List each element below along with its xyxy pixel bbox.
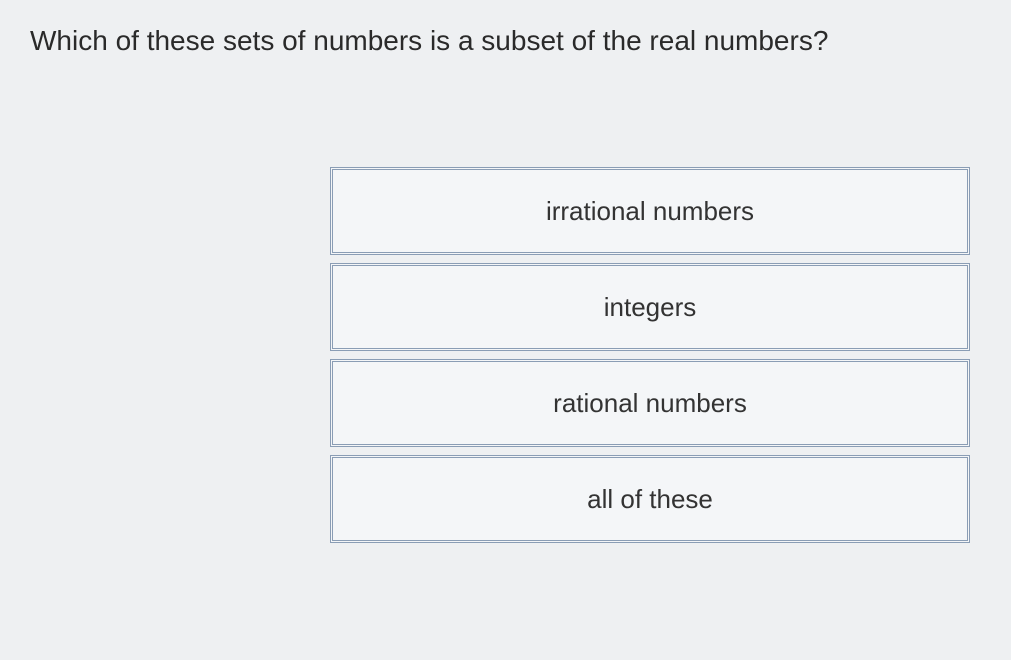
option-label: irrational numbers [546, 196, 754, 227]
options-container: irrational numbers integers rational num… [330, 167, 970, 543]
option-all-of-these[interactable]: all of these [330, 455, 970, 543]
option-label: all of these [587, 484, 713, 515]
option-label: integers [604, 292, 697, 323]
option-integers[interactable]: integers [330, 263, 970, 351]
question-text: Which of these sets of numbers is a subs… [30, 25, 981, 57]
option-rational-numbers[interactable]: rational numbers [330, 359, 970, 447]
option-irrational-numbers[interactable]: irrational numbers [330, 167, 970, 255]
option-label: rational numbers [553, 388, 747, 419]
